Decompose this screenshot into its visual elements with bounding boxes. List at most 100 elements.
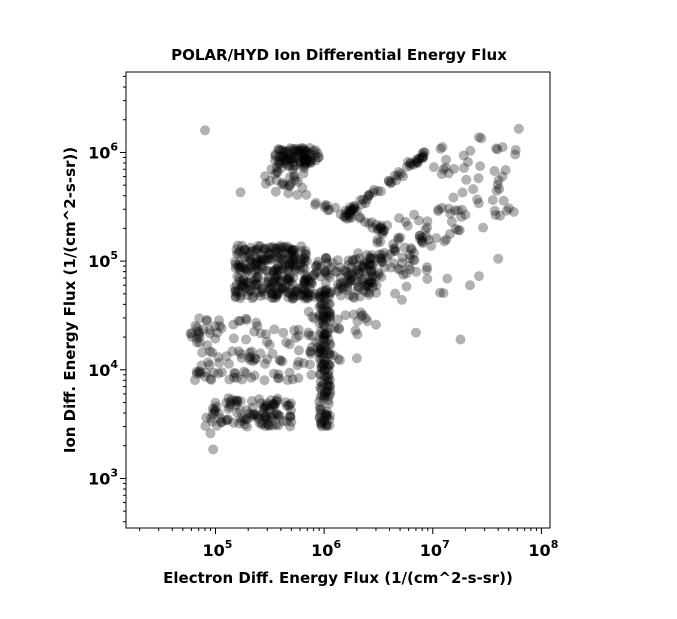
data-point [372,234,383,245]
data-point [321,305,332,316]
data-point [335,281,346,291]
data-point [312,342,323,353]
data-point [363,191,374,202]
data-point [315,271,326,282]
data-point [343,255,354,266]
data-point [510,145,521,155]
data-point [222,415,233,426]
data-point [388,239,399,250]
data-point [313,152,323,163]
data-point [299,152,310,163]
data-point [324,349,335,360]
data-point [246,412,257,423]
data-point [241,266,252,277]
data-point [320,329,331,340]
data-point [321,314,332,325]
data-point [302,288,313,299]
data-point [233,316,244,326]
data-point [286,398,296,409]
data-point [200,367,211,378]
data-point [286,151,297,162]
data-point [453,225,464,236]
data-point [283,264,294,274]
data-point [289,172,300,183]
data-point [333,353,344,364]
data-point [254,287,265,298]
data-point [355,307,366,318]
data-point [497,171,508,182]
data-point [298,358,309,368]
data-point [465,145,476,156]
data-point [389,170,400,181]
data-point [422,216,433,227]
data-point [272,247,283,258]
data-point [320,387,331,398]
data-point [259,403,269,413]
data-point [319,416,330,427]
data-point [344,206,354,217]
data-point [417,232,428,243]
data-point [305,152,316,163]
data-point [357,274,368,285]
data-point [422,262,433,273]
data-point [316,384,327,395]
data-point [201,412,212,423]
data-point [352,329,363,340]
data-point [261,265,272,276]
data-point [307,278,318,289]
data-point [443,203,454,214]
data-point [314,288,325,298]
data-point [413,215,424,226]
data-point [320,269,331,279]
data-point [231,288,242,299]
data-point [348,255,359,266]
data-point [235,265,246,276]
data-point [438,288,449,299]
data-point [276,282,287,293]
data-point [321,386,332,397]
data-point [210,333,221,344]
data-point [392,170,403,181]
data-point [236,281,247,292]
data-point [352,316,363,327]
data-point [321,356,332,367]
data-point [193,329,204,340]
data-point [376,255,386,265]
x-axis-label: Electron Diff. Energy Flux (1/(cm^2-s-sr… [163,569,513,587]
data-point [241,334,251,345]
data-point [292,283,303,294]
data-point [316,303,327,314]
data-point [207,403,218,414]
data-point [227,346,238,357]
data-point [491,185,502,196]
data-point [314,152,324,163]
data-point [270,169,280,179]
data-point [353,282,364,293]
data-point [299,163,310,174]
data-point [245,285,256,296]
data-point [273,145,284,155]
data-point [282,273,293,284]
data-point [363,279,374,289]
y-axis-label: Ion Diff. Energy Flux (1/(cm^2-s-sr)) [61,147,79,453]
data-point [244,352,254,363]
data-point [360,313,371,324]
data-point [262,336,272,347]
data-point [213,368,224,379]
data-point [417,235,427,246]
data-point [228,319,239,330]
data-point [234,405,245,416]
data-point [307,270,318,281]
data-point [285,411,296,422]
data-point [340,310,351,321]
data-point [289,325,300,336]
data-point [267,399,278,410]
data-point [314,335,325,345]
data-point [323,369,334,380]
data-point [299,263,310,274]
data-point [250,259,261,270]
data-point [293,324,304,335]
data-point [386,262,397,273]
data-point [288,144,299,154]
data-point [438,164,449,175]
